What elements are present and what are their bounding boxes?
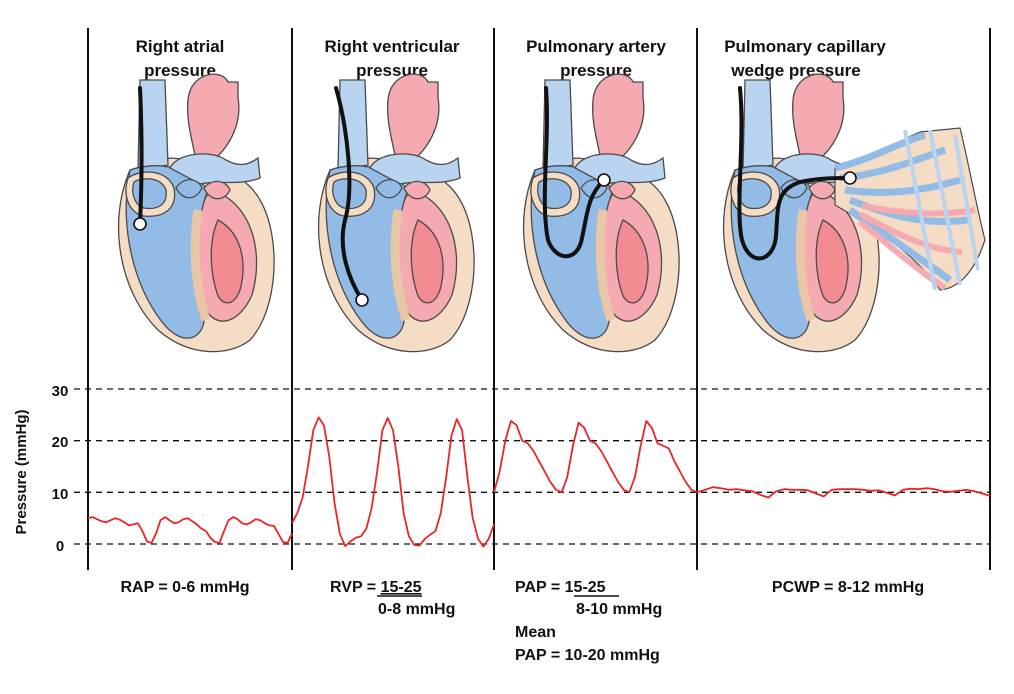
panel-1-title-line1: Right atrial <box>136 37 225 56</box>
catheter-1-tip <box>133 217 147 231</box>
panel-1-title-line2: pressure <box>144 61 216 80</box>
rap-normal-value: RAP = 0-6 mmHg <box>120 579 249 596</box>
catheter-3-tip <box>597 173 611 187</box>
y-tick-20: 20 <box>52 434 69 451</box>
y-tick-10: 10 <box>52 486 69 503</box>
catheter-1 <box>133 86 147 231</box>
pcwp-normal-value: PCWP = 8-12 mmHg <box>772 579 924 596</box>
rvp-prefix: RVP = <box>330 579 381 596</box>
pap-diastolic: 8-10 mmHg <box>576 601 662 618</box>
pap-normal-value: PAP = 15-25 <box>515 579 606 596</box>
pressure-gridlines <box>74 388 990 545</box>
rvp-waveform <box>291 416 495 548</box>
rvp-diastolic: 0-8 mmHg <box>378 601 455 618</box>
catheter-2 <box>334 86 369 307</box>
panel-4-title-line2: wedge pressure <box>730 61 860 80</box>
pap-waveform <box>493 420 698 494</box>
pcwp-waveform <box>696 486 991 499</box>
y-tick-30: 30 <box>52 383 69 400</box>
pulmonary-capillary-network <box>834 127 986 291</box>
catheter-4-tip <box>843 171 857 185</box>
panel-2-title-line1: Right ventricular <box>324 37 459 56</box>
catheter-2-tip <box>355 293 369 307</box>
rap-waveform <box>87 516 293 544</box>
mean-pap-value: PAP = 10-20 mmHg <box>515 647 660 664</box>
mean-pap-label: Mean <box>515 624 556 641</box>
catheter-4 <box>737 86 857 261</box>
panel-4-title-line1: Pulmonary capillary <box>724 37 886 56</box>
pap-systolic: 15-25 <box>565 579 606 596</box>
catheter-3 <box>542 86 611 259</box>
y-tick-0: 0 <box>56 538 64 555</box>
rvp-systolic: 15-25 <box>381 579 422 596</box>
rvp-normal-value: RVP = 15-25 <box>330 579 422 596</box>
panel-3-title-line1: Pulmonary artery <box>526 37 666 56</box>
y-axis-label: Pressure (mmHg) <box>13 409 30 534</box>
pap-prefix: PAP = <box>515 579 565 596</box>
